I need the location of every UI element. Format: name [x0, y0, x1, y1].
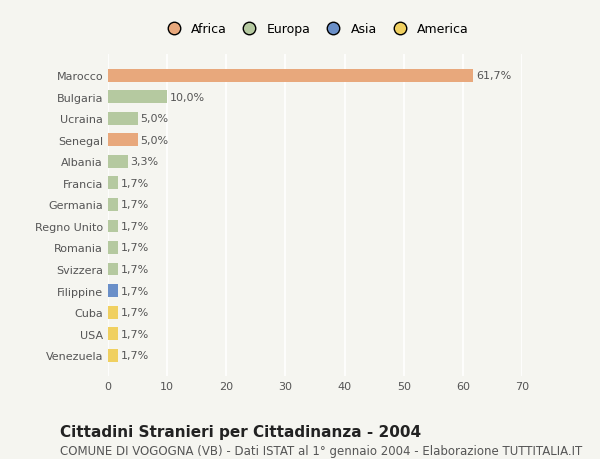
- Bar: [108, 327, 118, 340]
- Text: 5,0%: 5,0%: [140, 114, 169, 124]
- Bar: [108, 134, 137, 147]
- Text: 3,3%: 3,3%: [130, 157, 158, 167]
- Bar: [108, 263, 118, 276]
- Bar: [108, 220, 118, 233]
- Legend: Africa, Europa, Asia, America: Africa, Europa, Asia, America: [157, 20, 473, 40]
- Bar: [108, 112, 137, 125]
- Text: 1,7%: 1,7%: [121, 200, 149, 210]
- Bar: [108, 156, 128, 168]
- Bar: [108, 199, 118, 212]
- Text: 61,7%: 61,7%: [476, 71, 511, 81]
- Bar: [108, 241, 118, 254]
- Text: COMUNE DI VOGOGNA (VB) - Dati ISTAT al 1° gennaio 2004 - Elaborazione TUTTITALIA: COMUNE DI VOGOGNA (VB) - Dati ISTAT al 1…: [60, 444, 582, 457]
- Bar: [108, 349, 118, 362]
- Bar: [108, 70, 473, 83]
- Text: 5,0%: 5,0%: [140, 135, 169, 146]
- Text: 1,7%: 1,7%: [121, 264, 149, 274]
- Text: 1,7%: 1,7%: [121, 222, 149, 231]
- Text: 1,7%: 1,7%: [121, 286, 149, 296]
- Text: 1,7%: 1,7%: [121, 308, 149, 317]
- Text: 10,0%: 10,0%: [170, 93, 205, 103]
- Text: Cittadini Stranieri per Cittadinanza - 2004: Cittadini Stranieri per Cittadinanza - 2…: [60, 425, 421, 440]
- Bar: [108, 306, 118, 319]
- Text: 1,7%: 1,7%: [121, 243, 149, 253]
- Text: 1,7%: 1,7%: [121, 179, 149, 189]
- Bar: [108, 285, 118, 297]
- Bar: [108, 177, 118, 190]
- Text: 1,7%: 1,7%: [121, 329, 149, 339]
- Bar: [108, 91, 167, 104]
- Text: 1,7%: 1,7%: [121, 350, 149, 360]
